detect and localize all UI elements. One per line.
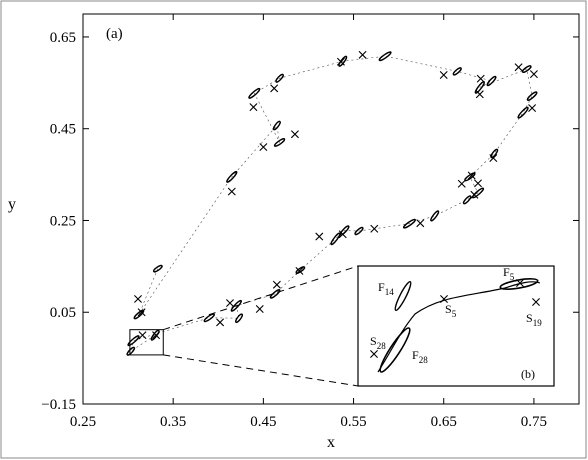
cross-marker (272, 280, 281, 289)
cross-marker (134, 294, 142, 303)
y-tick-label: 0.05 (50, 305, 76, 321)
cross-marker (439, 71, 448, 80)
plot-area (82, 13, 580, 405)
y-tick-label: 0.65 (50, 30, 76, 46)
y-axis-title: y (8, 196, 16, 213)
x-tick-label: 0.25 (70, 414, 96, 430)
cross-marker (370, 224, 379, 233)
inset-annotation: F5 (503, 265, 515, 282)
inset-annotation: S5 (445, 302, 457, 319)
inset-cross-s28 (370, 350, 378, 358)
inset-orbit-f28 (379, 327, 411, 373)
inset-orbit-f14 (394, 280, 412, 312)
ellipse-marker (248, 87, 261, 99)
x-tick-label: 0.65 (431, 414, 457, 430)
cross-marker (270, 84, 279, 93)
series-ellipse-markers (126, 51, 538, 356)
x-axis: 0.25 0.35 0.45 0.55 0.65 0.75 (70, 14, 547, 430)
panel-label-a: (a) (106, 26, 123, 42)
ellipse-marker (150, 329, 160, 341)
inset-orbit-f5 (499, 278, 539, 290)
cross-marker (457, 179, 466, 188)
cross-marker (528, 104, 537, 113)
ellipse-marker (152, 264, 163, 273)
ellipse-marker (127, 335, 140, 347)
cross-marker (255, 305, 264, 314)
x-tick-label: 0.35 (160, 414, 186, 430)
zoom-guide-top (163, 265, 359, 331)
ellipse-marker (295, 266, 306, 274)
cross-marker (529, 70, 538, 79)
cross-marker (227, 187, 236, 196)
x-axis-title: x (327, 434, 335, 451)
inset-panel-label: (b) (521, 367, 535, 381)
ellipse-marker (230, 299, 242, 312)
ellipse-marker (378, 51, 392, 62)
ellipse-marker (273, 138, 286, 147)
ellipse-marker (471, 187, 485, 199)
ellipse-marker (354, 226, 364, 236)
y-tick-label: 0.45 (50, 122, 76, 138)
inset-frame (357, 265, 555, 387)
ellipse-marker (133, 309, 145, 320)
ellipse-marker (521, 65, 532, 73)
ellipse-marker (490, 148, 499, 159)
ellipse-marker (330, 232, 341, 246)
cross-marker (216, 318, 225, 327)
cross-marker (416, 219, 425, 228)
x-tick-label: 0.45 (250, 414, 276, 430)
ellipse-marker (402, 218, 416, 229)
ellipse-marker (464, 172, 476, 182)
cross-marker (259, 143, 268, 152)
inset-cross-f5 (516, 279, 524, 287)
ellipse-marker (517, 106, 529, 119)
inset-cross-s5 (440, 295, 448, 303)
y-tick-label: −0.15 (41, 397, 76, 413)
ellipse-marker (269, 289, 281, 299)
ellipse-marker (452, 67, 462, 76)
cross-marker (226, 299, 234, 308)
ellipse-marker (272, 120, 281, 131)
ellipse-marker (486, 75, 497, 87)
ellipse-marker (235, 313, 243, 324)
cross-marker (137, 308, 146, 317)
zoom-guide-bottom (163, 354, 359, 387)
ellipse-marker (462, 195, 472, 205)
ellipse-marker (226, 170, 238, 183)
ellipse-marker (203, 313, 215, 323)
ellipse-marker (275, 73, 284, 83)
cross-marker (315, 232, 324, 241)
cross-marker (514, 63, 523, 72)
cross-marker (474, 179, 482, 188)
inset-cross-s19 (532, 298, 540, 306)
y-axis: −0.15 0.05 0.25 0.45 0.65 (41, 30, 579, 413)
cross-marker (476, 74, 485, 83)
ellipse-marker (338, 55, 348, 67)
ellipse-marker (526, 91, 538, 101)
cross-marker (290, 130, 299, 139)
inset-trajectory (377, 281, 541, 373)
ellipse-marker (474, 81, 485, 94)
cross-marker (249, 103, 258, 112)
cross-marker (358, 50, 367, 59)
x-tick-label: 0.55 (340, 414, 366, 430)
y-tick-label: 0.25 (50, 213, 76, 229)
ellipse-marker (126, 346, 136, 356)
cross-marker (138, 331, 147, 340)
x-tick-label: 0.75 (521, 414, 547, 430)
ellipse-marker (430, 210, 440, 222)
